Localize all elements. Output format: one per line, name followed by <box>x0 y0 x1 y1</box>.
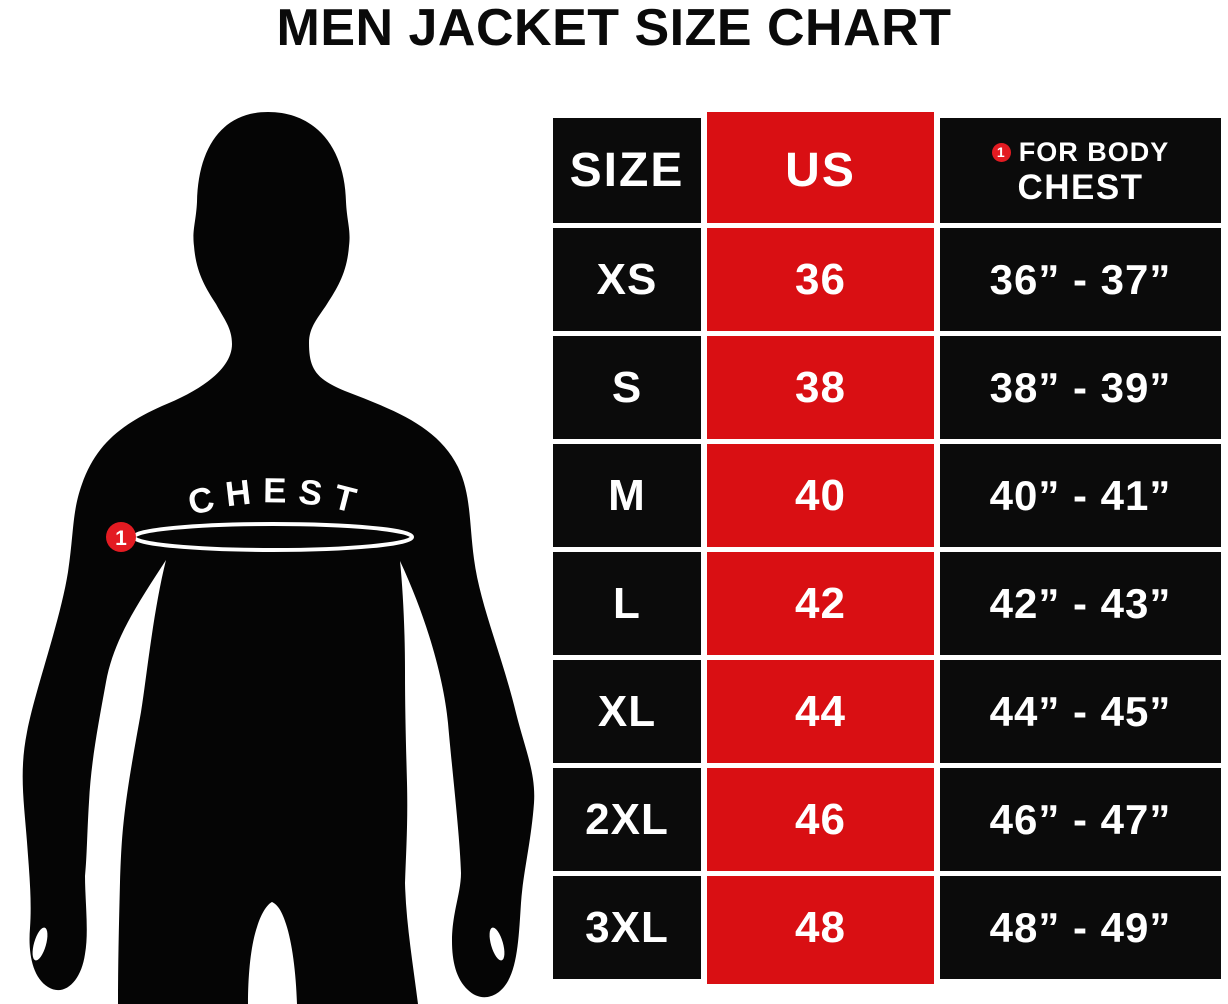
header-size: SIZE <box>553 118 701 223</box>
size-cell: 3XL <box>553 876 701 979</box>
chest-cell: 44” - 45” <box>940 660 1221 763</box>
chest-cell: 38” - 39” <box>940 336 1221 439</box>
size-cell: L <box>553 552 701 655</box>
size-table: SIZE US 1 FOR BODY CHEST XS 36 36” - 37”… <box>553 118 1221 979</box>
header-us: US <box>707 118 934 223</box>
us-cell: 46 <box>707 768 934 871</box>
us-cell: 38 <box>707 336 934 439</box>
us-cell: 48 <box>707 876 934 979</box>
us-column-red-strip-top <box>707 112 934 119</box>
size-cell: M <box>553 444 701 547</box>
chest-cell: 40” - 41” <box>940 444 1221 547</box>
chest-cell: 48” - 49” <box>940 876 1221 979</box>
size-cell: S <box>553 336 701 439</box>
chest-cell: 46” - 47” <box>940 768 1221 871</box>
us-column-red-strip-bottom <box>707 979 934 984</box>
page-title: MEN JACKET SIZE CHART <box>276 0 952 57</box>
right-thumb-notch <box>489 927 505 961</box>
chest-cell: 36” - 37” <box>940 228 1221 331</box>
for-body-label: FOR BODY <box>1018 136 1170 167</box>
body-measurement-diagram: CHEST 1 <box>22 112 535 1004</box>
chest-marker-badge <box>106 522 136 552</box>
header-chest-line2: CHEST <box>1017 167 1144 207</box>
size-cell: 2XL <box>553 768 701 871</box>
male-silhouette <box>22 112 535 1004</box>
chest-marker-number: 1 <box>115 527 127 550</box>
size-cell: XL <box>553 660 701 763</box>
header-chest-line1: 1 FOR BODY <box>991 136 1170 168</box>
header-chest: 1 FOR BODY CHEST <box>940 118 1221 223</box>
us-cell: 44 <box>707 660 934 763</box>
us-cell: 42 <box>707 552 934 655</box>
left-thumb-notch <box>32 927 48 961</box>
us-cell: 36 <box>707 228 934 331</box>
marker-1-badge: 1 <box>991 142 1011 162</box>
us-cell: 40 <box>707 444 934 547</box>
chest-cell: 42” - 43” <box>940 552 1221 655</box>
size-cell: XS <box>553 228 701 331</box>
